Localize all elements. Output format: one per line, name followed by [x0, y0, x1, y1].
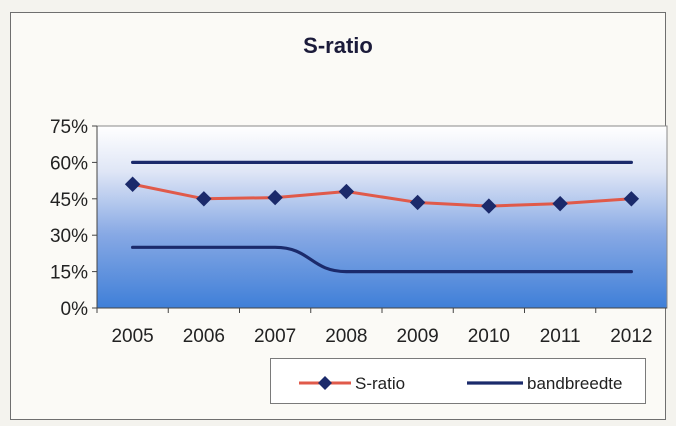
- x-tick-label: 2006: [183, 326, 225, 347]
- x-tick-label: 2010: [468, 326, 510, 347]
- x-tick-label: 2011: [540, 326, 581, 347]
- x-tick-label: 2012: [610, 326, 652, 347]
- legend: S-ratio bandbreedte: [270, 358, 646, 404]
- x-tick-label: 2008: [325, 326, 367, 347]
- y-tick-label: 30%: [50, 226, 88, 247]
- legend-label-bandbreedte: bandbreedte: [527, 374, 622, 393]
- y-tick-label: 45%: [50, 190, 88, 211]
- y-tick-label: 75%: [50, 117, 88, 138]
- legend-svg: S-ratio bandbreedte: [271, 359, 647, 405]
- legend-label-s-ratio: S-ratio: [355, 374, 405, 393]
- x-tick-label: 2007: [254, 326, 296, 347]
- y-tick-label: 15%: [50, 263, 88, 284]
- x-tick-label: 2009: [396, 326, 438, 347]
- y-tick-label: 0%: [61, 299, 89, 320]
- y-tick-label: 60%: [50, 153, 88, 174]
- x-tick-label: 2005: [111, 326, 153, 347]
- legend-marker-s-ratio: [318, 376, 332, 390]
- plot-area: [97, 126, 667, 308]
